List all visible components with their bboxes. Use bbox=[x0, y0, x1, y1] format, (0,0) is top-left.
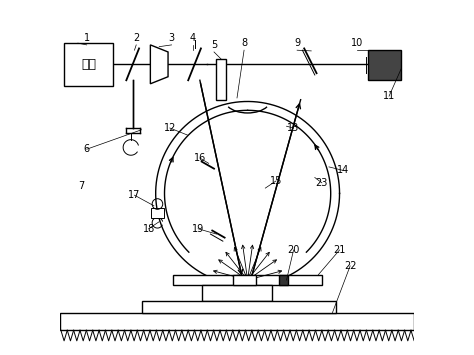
Bar bbox=[279, 275, 288, 285]
Text: 7: 7 bbox=[78, 181, 84, 191]
Text: 9: 9 bbox=[294, 38, 300, 48]
Bar bbox=[216, 59, 227, 100]
Bar bbox=[151, 208, 164, 218]
Text: 21: 21 bbox=[333, 245, 346, 255]
Text: 23: 23 bbox=[316, 178, 328, 188]
Text: 8: 8 bbox=[241, 38, 247, 48]
Text: 11: 11 bbox=[383, 91, 395, 101]
Text: 5: 5 bbox=[211, 40, 217, 50]
Text: 6: 6 bbox=[83, 144, 90, 154]
Text: 2: 2 bbox=[133, 33, 139, 43]
Text: 20: 20 bbox=[287, 245, 300, 255]
Text: 14: 14 bbox=[337, 165, 349, 175]
Bar bbox=[368, 50, 401, 80]
Text: 光源: 光源 bbox=[81, 58, 96, 71]
Bar bbox=[60, 313, 414, 330]
Bar bbox=[64, 43, 113, 86]
Text: 15: 15 bbox=[270, 176, 282, 186]
Text: 22: 22 bbox=[344, 261, 356, 271]
Text: 16: 16 bbox=[194, 153, 206, 163]
Text: 1: 1 bbox=[83, 33, 90, 43]
Text: 12: 12 bbox=[164, 123, 176, 133]
Polygon shape bbox=[150, 45, 168, 84]
Bar bbox=[173, 275, 322, 285]
Text: 13: 13 bbox=[287, 123, 300, 133]
Bar bbox=[234, 275, 256, 285]
Text: 17: 17 bbox=[128, 190, 141, 200]
Text: 19: 19 bbox=[192, 224, 204, 234]
Text: 18: 18 bbox=[143, 224, 155, 234]
Bar bbox=[201, 285, 273, 301]
Text: 10: 10 bbox=[351, 38, 364, 48]
Text: 3: 3 bbox=[169, 33, 174, 43]
Bar bbox=[142, 301, 336, 313]
Text: 4: 4 bbox=[190, 33, 196, 43]
